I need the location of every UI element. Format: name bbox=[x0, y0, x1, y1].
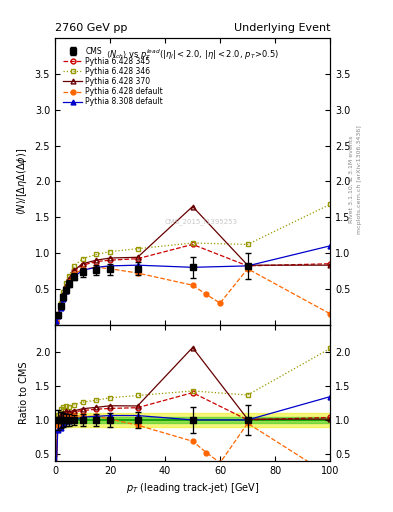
Pythia 6.428 345 bbox=[55, 311, 60, 317]
Pythia 6.428 345 bbox=[80, 262, 85, 268]
Pythia 6.428 346 bbox=[245, 241, 250, 247]
Pythia 6.428 345 bbox=[108, 257, 112, 263]
Pythia 6.428 default bbox=[135, 270, 140, 276]
Pythia 6.428 default bbox=[72, 271, 77, 277]
Pythia 6.428 default bbox=[190, 282, 195, 288]
Pythia 8.308 default bbox=[135, 262, 140, 268]
Pythia 6.428 370 bbox=[135, 254, 140, 261]
Pythia 6.428 370 bbox=[108, 255, 112, 261]
Pythia 6.428 345 bbox=[66, 277, 71, 283]
Text: 2760 GeV pp: 2760 GeV pp bbox=[55, 23, 127, 33]
Pythia 6.428 346 bbox=[55, 311, 60, 317]
Pythia 6.428 370 bbox=[328, 262, 332, 268]
Pythia 6.428 default bbox=[204, 291, 209, 297]
Pythia 6.428 346 bbox=[108, 248, 112, 254]
Pythia 6.428 346 bbox=[64, 280, 68, 286]
Y-axis label: $\langle N\rangle/[\Delta\eta\Delta(\Delta\phi)]$: $\langle N\rangle/[\Delta\eta\Delta(\Del… bbox=[15, 148, 29, 215]
Pythia 6.428 default bbox=[61, 294, 66, 301]
Pythia 6.428 default bbox=[55, 312, 60, 318]
Pythia 8.308 default bbox=[328, 243, 332, 249]
Pythia 6.428 default bbox=[218, 300, 222, 306]
Pythia 8.308 default bbox=[245, 263, 250, 269]
Pythia 6.428 346 bbox=[135, 246, 140, 252]
Pythia 6.428 default bbox=[328, 311, 332, 317]
Pythia 6.428 345 bbox=[58, 302, 63, 308]
Pythia 6.428 345 bbox=[245, 263, 250, 269]
Pythia 8.308 default bbox=[66, 282, 71, 288]
Pythia 6.428 default bbox=[108, 266, 112, 272]
Line: Pythia 6.428 346: Pythia 6.428 346 bbox=[54, 202, 332, 324]
Pythia 8.308 default bbox=[94, 264, 99, 270]
Bar bbox=[55, 413, 330, 426]
Pythia 6.428 370 bbox=[190, 203, 195, 209]
Pythia 6.428 346 bbox=[80, 255, 85, 262]
Pythia 8.308 default bbox=[80, 267, 85, 273]
Pythia 6.428 346 bbox=[190, 240, 195, 246]
Pythia 6.428 370 bbox=[58, 302, 63, 308]
Pythia 6.428 345 bbox=[94, 259, 99, 265]
Bar bbox=[55, 417, 330, 423]
Pythia 6.428 345 bbox=[190, 241, 195, 247]
Line: Pythia 8.308 default: Pythia 8.308 default bbox=[54, 243, 332, 324]
Pythia 6.428 370 bbox=[72, 267, 77, 273]
Pythia 6.428 default bbox=[58, 304, 63, 310]
Text: Rivet 3.1.10, ≥ 3.1M events: Rivet 3.1.10, ≥ 3.1M events bbox=[349, 136, 354, 223]
Pythia 6.428 370 bbox=[64, 283, 68, 289]
Pythia 6.428 default bbox=[64, 286, 68, 292]
Pythia 8.308 default bbox=[55, 313, 60, 319]
Pythia 8.308 default bbox=[54, 318, 59, 324]
Pythia 6.428 370 bbox=[245, 262, 250, 268]
Pythia 6.428 346 bbox=[54, 318, 59, 324]
Pythia 8.308 default bbox=[61, 296, 66, 302]
Pythia 6.428 345 bbox=[61, 293, 66, 299]
Line: Pythia 6.428 default: Pythia 6.428 default bbox=[54, 265, 332, 324]
Pythia 8.308 default bbox=[64, 288, 68, 294]
Y-axis label: Ratio to CMS: Ratio to CMS bbox=[19, 361, 29, 424]
Line: Pythia 6.428 370: Pythia 6.428 370 bbox=[54, 204, 332, 324]
Line: Pythia 6.428 345: Pythia 6.428 345 bbox=[54, 242, 332, 324]
Pythia 6.428 default bbox=[66, 279, 71, 285]
Pythia 8.308 default bbox=[190, 264, 195, 270]
Pythia 6.428 370 bbox=[55, 311, 60, 317]
Pythia 6.428 345 bbox=[72, 268, 77, 274]
Pythia 8.308 default bbox=[108, 263, 112, 269]
Pythia 6.428 default bbox=[80, 266, 85, 272]
Pythia 6.428 345 bbox=[54, 318, 59, 324]
Pythia 6.428 370 bbox=[66, 275, 71, 282]
Pythia 6.428 346 bbox=[72, 263, 77, 269]
Pythia 6.428 345 bbox=[135, 255, 140, 262]
Legend: CMS, Pythia 6.428 345, Pythia 6.428 346, Pythia 6.428 370, Pythia 6.428 default,: CMS, Pythia 6.428 345, Pythia 6.428 346,… bbox=[62, 45, 165, 108]
Pythia 6.428 346 bbox=[58, 300, 63, 306]
Pythia 6.428 346 bbox=[328, 201, 332, 207]
Pythia 6.428 346 bbox=[94, 251, 99, 258]
Text: $\langle N_{ch}\rangle$ vs $p_T^{lead}(|\eta_l|<2.0,\,|\eta|<2.0,\,p_T\!>\!0.5)$: $\langle N_{ch}\rangle$ vs $p_T^{lead}(|… bbox=[106, 47, 279, 62]
Pythia 6.428 346 bbox=[66, 273, 71, 279]
Pythia 6.428 345 bbox=[64, 284, 68, 290]
Pythia 6.428 370 bbox=[54, 318, 59, 324]
Pythia 6.428 370 bbox=[94, 257, 99, 263]
Pythia 6.428 345 bbox=[328, 261, 332, 267]
Text: mcplots.cern.ch [arXiv:1306.3436]: mcplots.cern.ch [arXiv:1306.3436] bbox=[357, 125, 362, 233]
Pythia 6.428 default bbox=[94, 264, 99, 270]
Pythia 8.308 default bbox=[72, 273, 77, 280]
Pythia 6.428 370 bbox=[80, 261, 85, 267]
Pythia 6.428 346 bbox=[61, 289, 66, 295]
X-axis label: $p_T$ (leading track-jet) [GeV]: $p_T$ (leading track-jet) [GeV] bbox=[126, 481, 259, 495]
Text: CMS_2015_I1395253: CMS_2015_I1395253 bbox=[164, 218, 237, 225]
Pythia 6.428 default bbox=[245, 266, 250, 272]
Pythia 6.428 370 bbox=[61, 291, 66, 297]
Pythia 6.428 default bbox=[54, 318, 59, 324]
Pythia 8.308 default bbox=[58, 305, 63, 311]
Text: Underlying Event: Underlying Event bbox=[233, 23, 330, 33]
